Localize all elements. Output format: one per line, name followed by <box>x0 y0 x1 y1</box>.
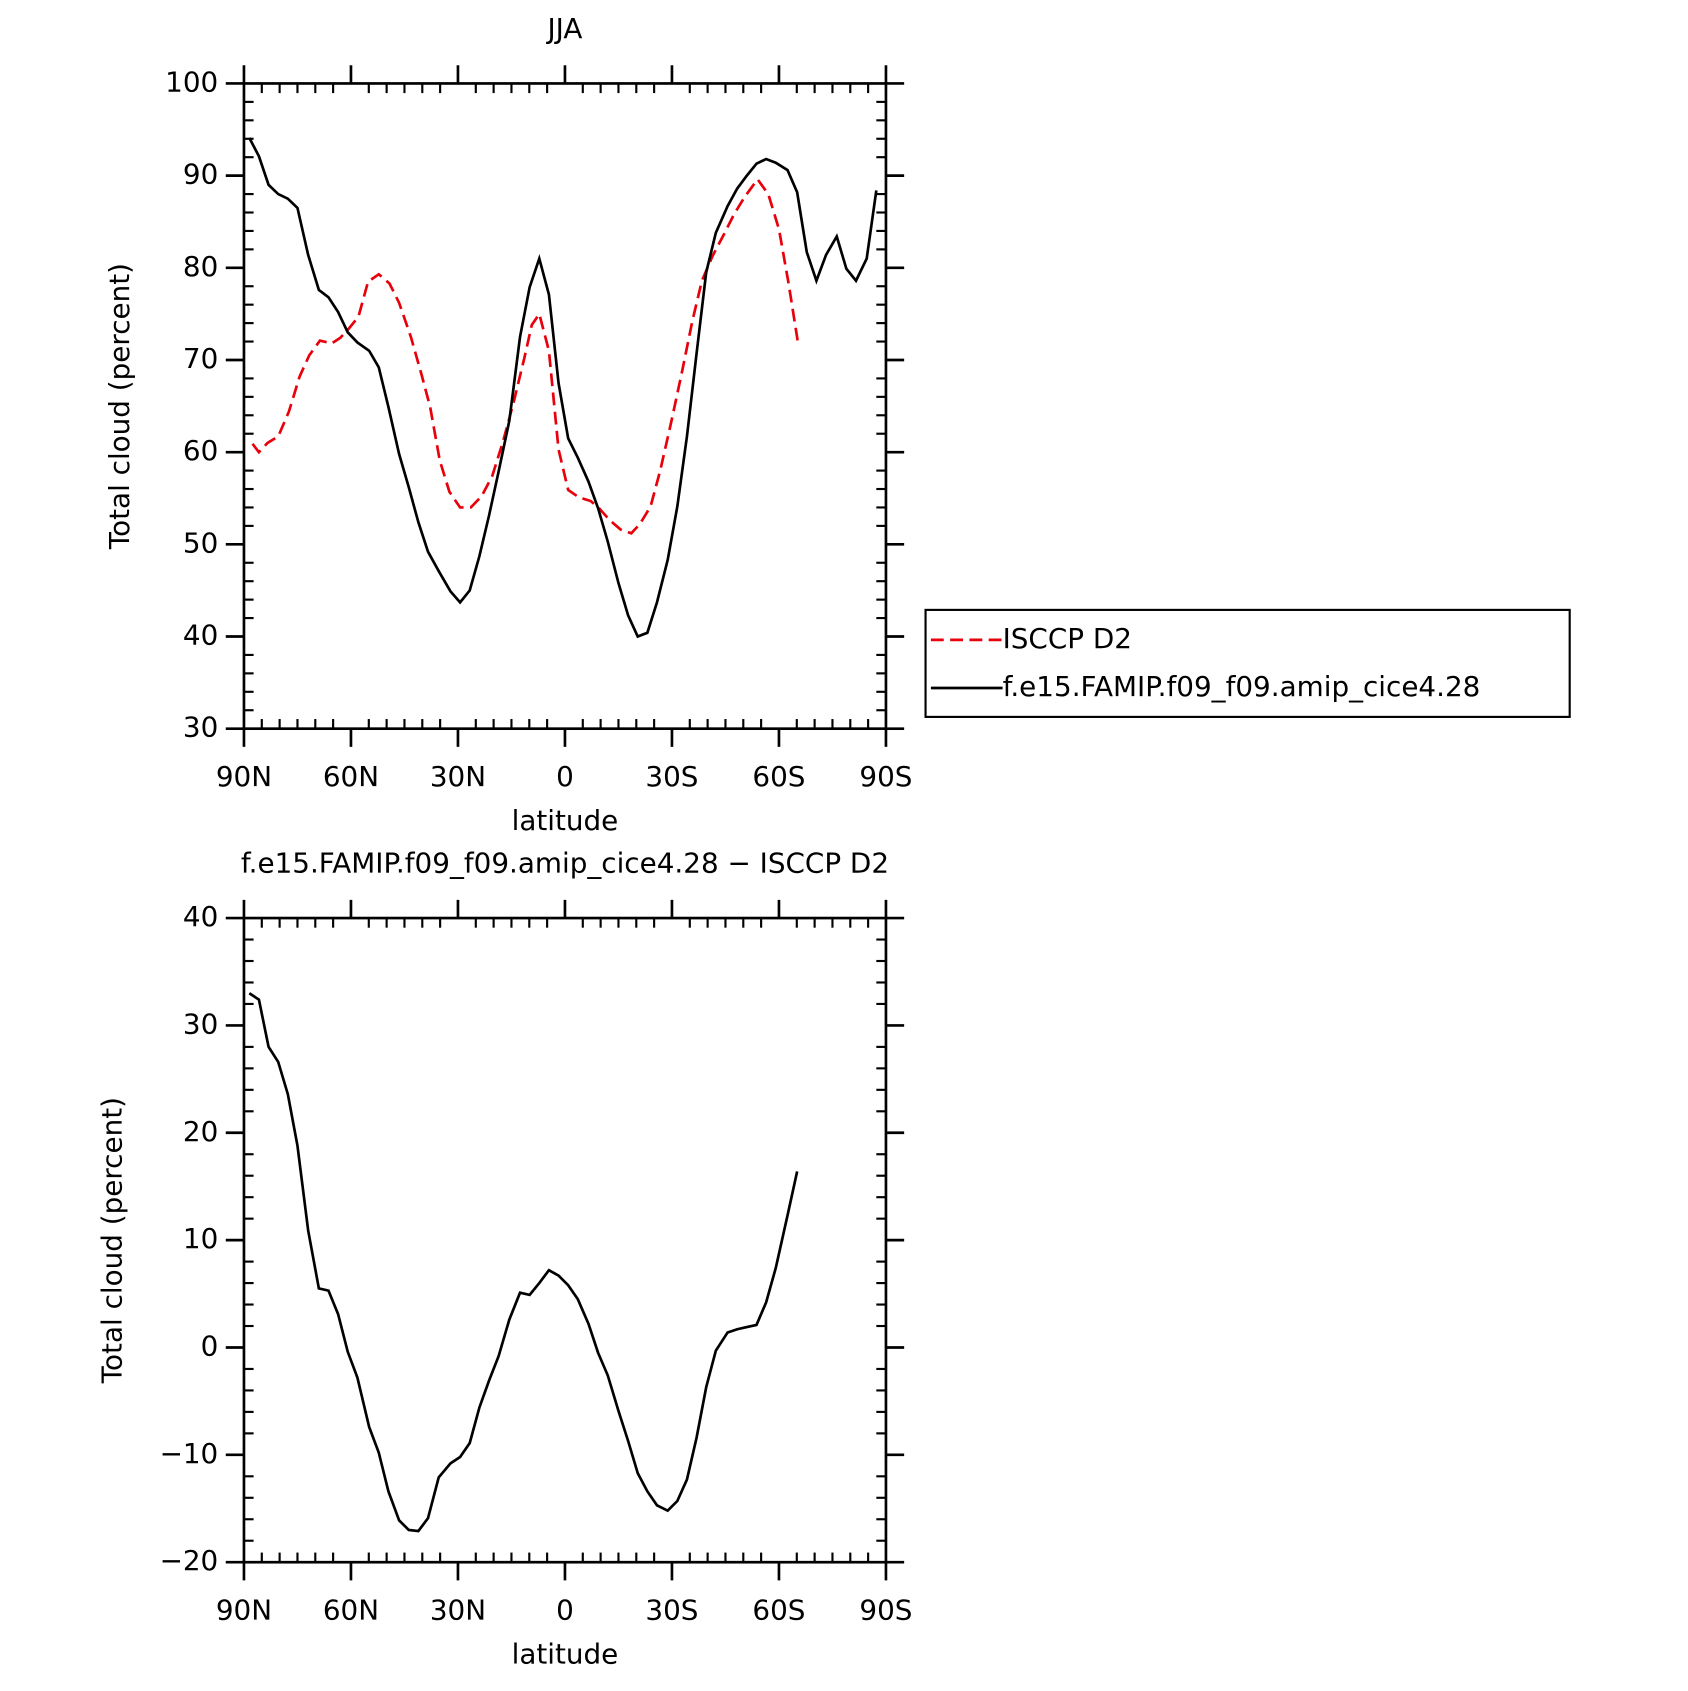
y-tick-label: 10 <box>183 1222 218 1255</box>
chart-title: f.e15.FAMIP.f09_f09.amip_cice4.28 − ISCC… <box>241 847 889 880</box>
y-tick-label: 0 <box>201 1329 219 1362</box>
data-line <box>248 992 799 1533</box>
y-tick-label: −10 <box>160 1437 219 1470</box>
legend-label: f.e15.FAMIP.f09_f09.amip_cice4.28 <box>1003 670 1481 703</box>
y-tick-label: 30 <box>183 711 218 744</box>
figure-body: JJA latitude Total cloud (percent) 30 40 50 60… <box>95 12 1571 1670</box>
y-axis-label: Total cloud (percent) <box>95 1097 128 1384</box>
y-tick-label: 20 <box>183 1115 218 1148</box>
x-tick-label: 0 <box>556 760 574 793</box>
y-tick-label: −20 <box>160 1544 219 1577</box>
chart-title: JJA <box>545 12 582 45</box>
legend-label: ISCCP D2 <box>1003 622 1132 655</box>
x-tick-label: 90S <box>859 1593 912 1626</box>
y-tick-label: 60 <box>183 434 218 467</box>
x-tick-label: 90N <box>216 1593 272 1626</box>
x-tick-label: 30S <box>645 760 698 793</box>
x-axis-label: latitude <box>512 804 619 837</box>
x-tick-label: 60S <box>752 760 805 793</box>
legend-box <box>924 608 1571 718</box>
y-tick-label: 40 <box>183 900 218 933</box>
x-tick-label: 30S <box>645 1593 698 1626</box>
y-tick-label: 90 <box>183 158 218 191</box>
plot-frame <box>242 916 888 1564</box>
x-tick-label: 90N <box>216 760 272 793</box>
x-axis-label: latitude <box>512 1637 619 1670</box>
data-line <box>248 137 878 639</box>
x-tick-label: 60N <box>323 1593 379 1626</box>
x-tick-label: 60N <box>323 760 379 793</box>
y-tick-label: 80 <box>183 250 218 283</box>
y-axis-label: Total cloud (percent) <box>103 263 136 550</box>
x-tick-label: 30N <box>430 760 486 793</box>
y-tick-label: 40 <box>183 618 218 651</box>
y-tick-label: 70 <box>183 342 218 375</box>
x-tick-label: 60S <box>752 1593 805 1626</box>
y-tick-label: 50 <box>183 526 218 559</box>
x-tick-label: 0 <box>556 1593 574 1626</box>
y-tick-label: 30 <box>183 1007 218 1040</box>
data-line <box>251 177 800 535</box>
plot-frame <box>242 82 888 731</box>
x-tick-label: 90S <box>859 760 912 793</box>
y-tick-label: 100 <box>165 65 218 98</box>
x-tick-label: 30N <box>430 1593 486 1626</box>
